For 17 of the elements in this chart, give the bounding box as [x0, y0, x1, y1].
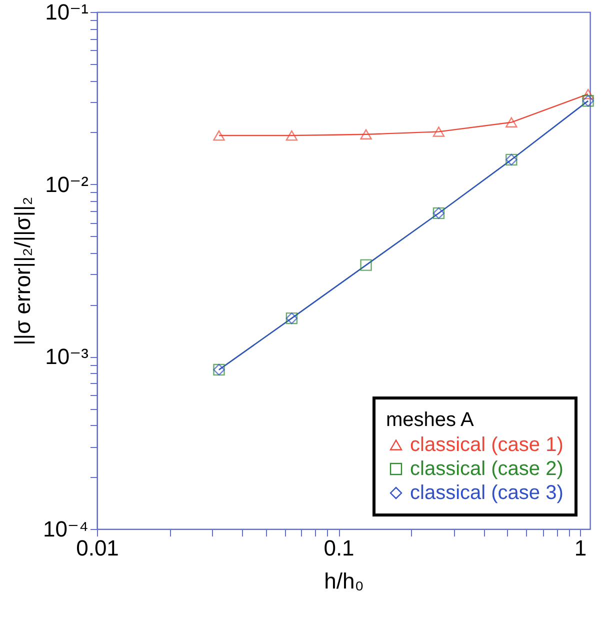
y-tick-label: 10⁻³ [45, 344, 88, 370]
point [432, 126, 445, 137]
legend-label: classical (case 2) [410, 458, 564, 480]
point [213, 130, 225, 141]
point [360, 259, 372, 271]
legend-label: classical (case 3) [410, 482, 564, 504]
y-tick-label: 10⁻¹ [45, 0, 88, 24]
y-tick-label: 10⁻² [45, 172, 88, 197]
x-tick-label: 0.1 [324, 536, 354, 560]
point [360, 129, 372, 140]
legend-title: meshes A [386, 409, 474, 431]
point [506, 117, 518, 128]
x-axis-title: h/h₀ [324, 568, 364, 594]
point [286, 130, 298, 141]
y-axis-title: ||σ error||₂/||σ||₂ [10, 196, 35, 346]
legend-label: classical (case 1) [410, 434, 564, 456]
x-tick-label: 1 [574, 536, 587, 560]
